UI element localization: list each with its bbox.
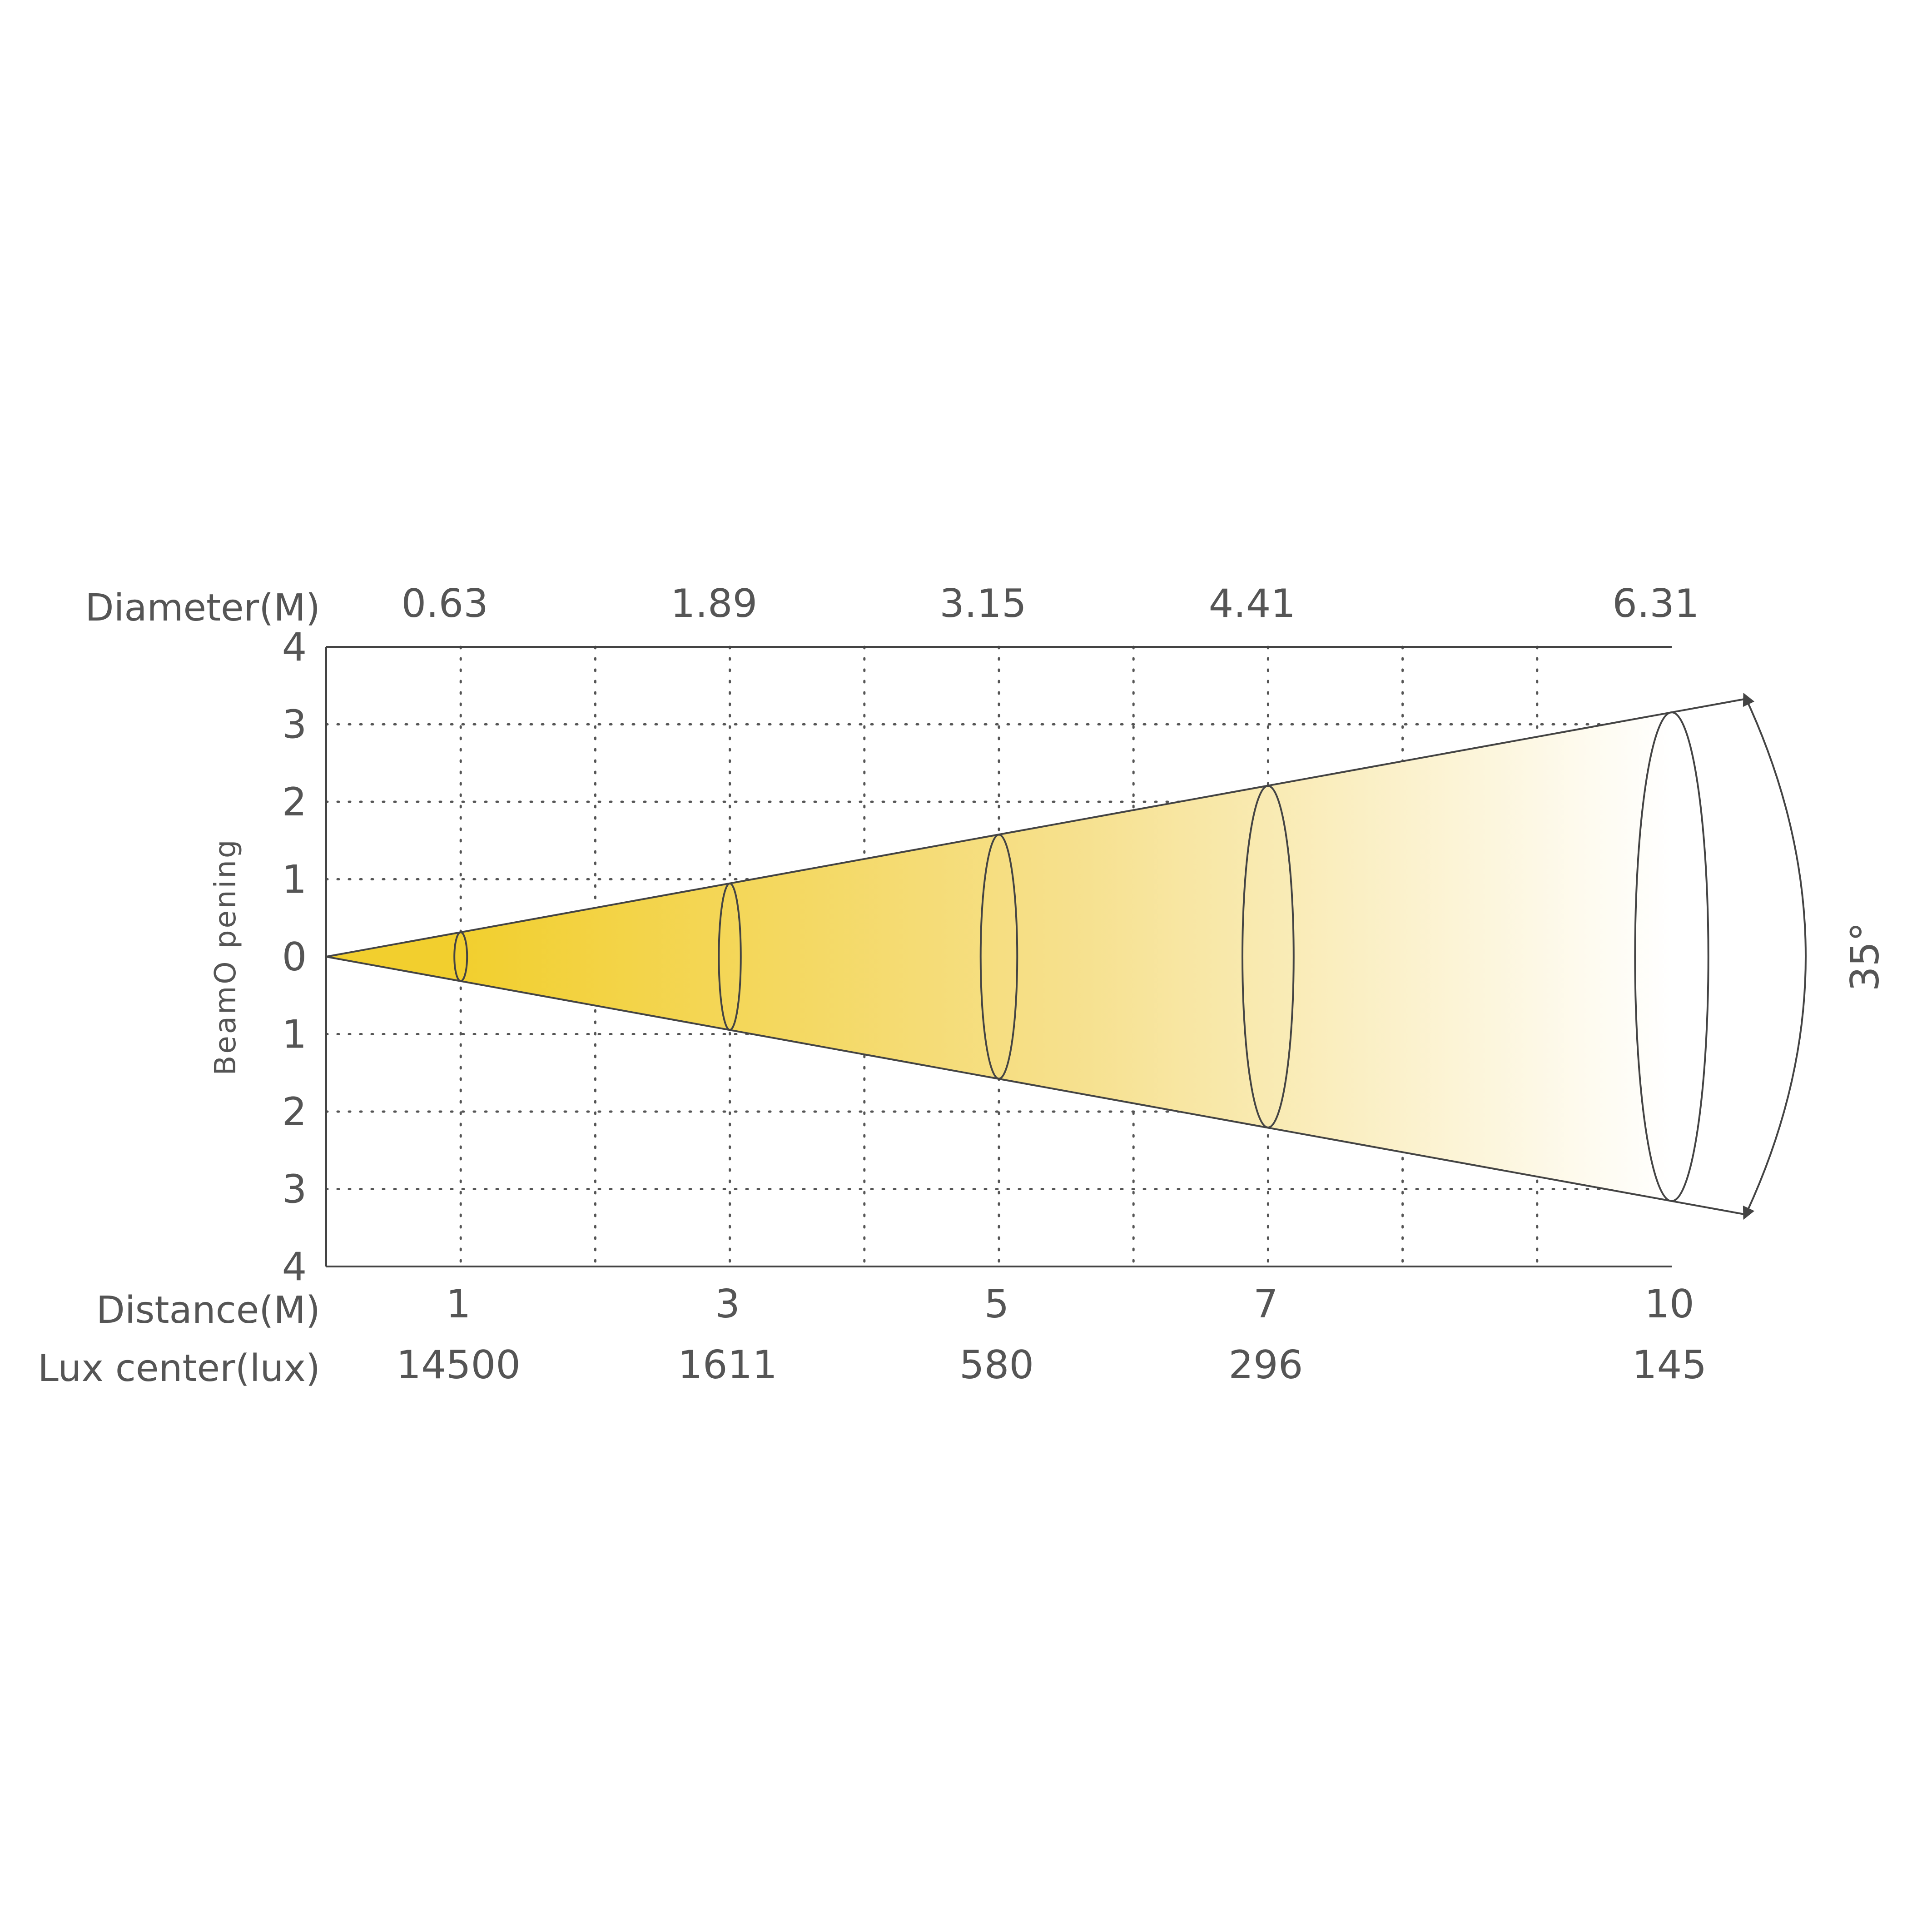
diameter-value: 6.31: [1612, 581, 1699, 626]
distance-value: 3: [715, 1281, 740, 1327]
diameter-value: 4.41: [1209, 581, 1296, 626]
y-tick-label: 2: [282, 780, 307, 825]
distance-value: 5: [984, 1281, 1009, 1327]
distance-value: 7: [1253, 1281, 1278, 1327]
beam-edge-upper: [326, 698, 1746, 958]
beam-angle-arc: [1743, 692, 1807, 1220]
distance-value: 1: [446, 1281, 471, 1327]
lux-value: 14500: [396, 1342, 521, 1388]
y-axis-label: BeamO pening: [209, 838, 243, 1075]
y-tick-label: 4: [282, 625, 307, 670]
y-tick-label: 4: [282, 1244, 307, 1290]
lux-value: 145: [1632, 1342, 1707, 1388]
beam-ellipse-10m: [1634, 711, 1709, 1202]
distance-row-label: Distance(M): [96, 1289, 320, 1332]
diameter-value: 0.63: [401, 581, 488, 626]
row-labels: BeamO pening Diameter(M) Distance(M) Lux ce…: [38, 586, 320, 1390]
lux-value: 1611: [678, 1342, 777, 1388]
y-tick-label: 3: [282, 1167, 307, 1212]
distance-value: 10: [1644, 1281, 1694, 1327]
beam-angle-label: 35°: [1843, 922, 1888, 991]
beam-ellipse-5m: [979, 834, 1018, 1080]
y-tick-labels: 4 3 2 1 0 1 2 3 4: [282, 625, 307, 1290]
diameter-value: 1.89: [670, 581, 757, 626]
beam-ellipse-3m: [718, 882, 742, 1031]
y-tick-label: 0: [282, 934, 307, 980]
y-tick-label: 1: [282, 1012, 307, 1058]
lux-row-label: Lux center(lux): [38, 1347, 320, 1390]
beam-ellipse-1m: [453, 931, 468, 982]
beam-cone: [326, 698, 1746, 1216]
beam-fill: [326, 712, 1672, 1201]
value-labels: 0.63 1 14500 1.89 3 1611 3.15 5 580 4.41 7 296 6.31 1…: [396, 581, 1707, 1388]
y-tick-label: 1: [282, 857, 307, 903]
y-tick-label: 3: [282, 702, 307, 748]
beam-cross-sections: [453, 711, 1709, 1202]
lux-value: 580: [959, 1342, 1034, 1388]
beam-edge-lower: [326, 956, 1746, 1216]
lux-value: 296: [1228, 1342, 1303, 1388]
beam-angle-indicator: 35°: [1743, 692, 1888, 1220]
beam-ellipse-7m: [1242, 785, 1295, 1128]
diameter-value: 3.15: [939, 581, 1026, 626]
y-tick-label: 2: [282, 1089, 307, 1135]
diameter-row-label: Diameter(M): [85, 586, 320, 630]
